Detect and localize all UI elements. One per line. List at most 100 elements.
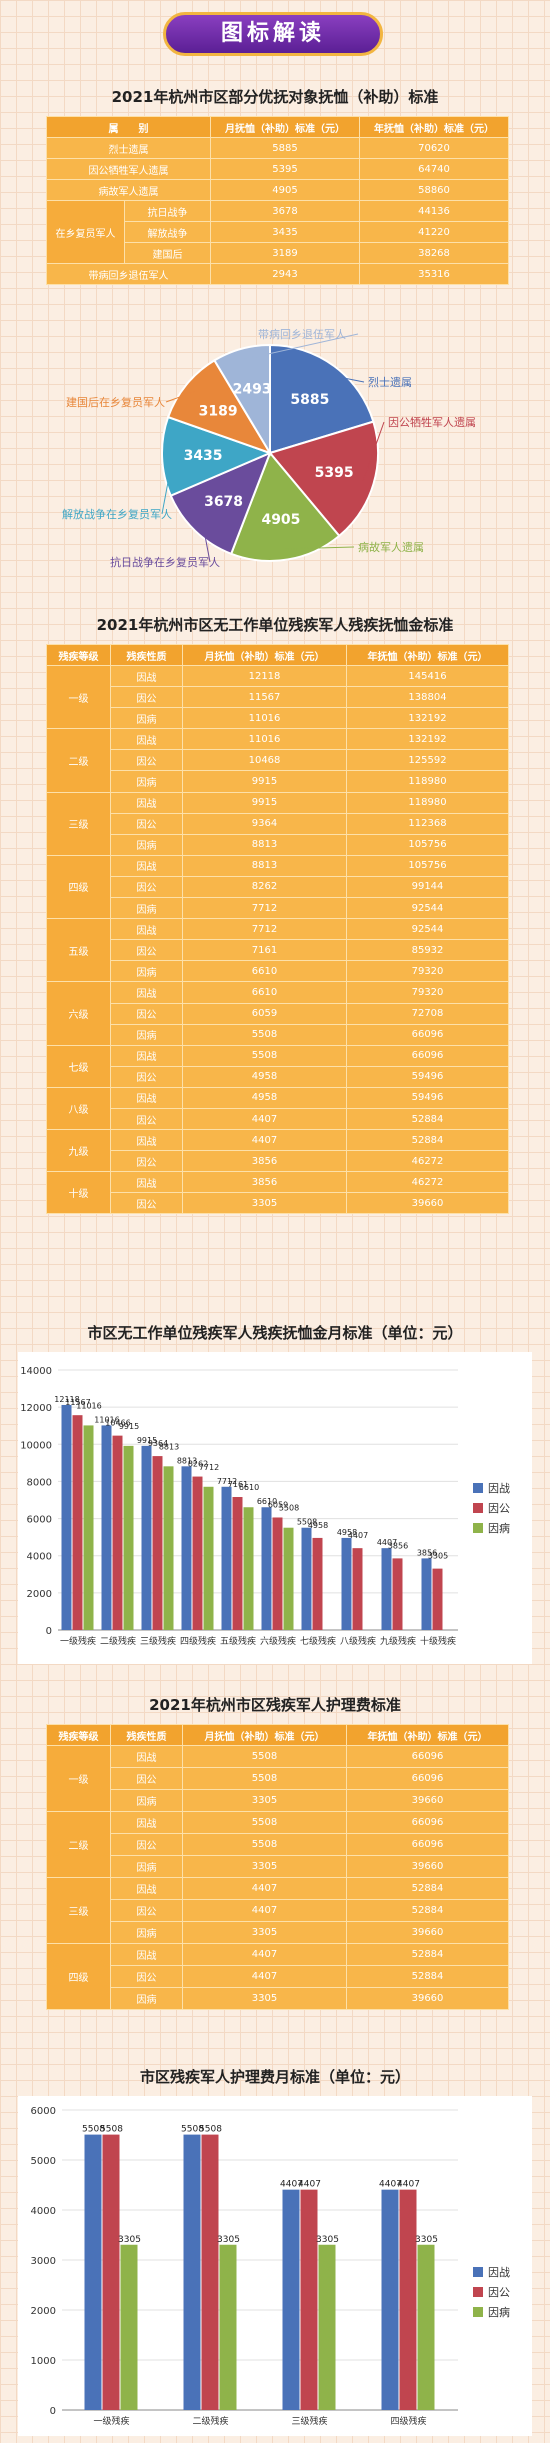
- col-header-nature: 残疾性质: [110, 644, 183, 666]
- table-row: 三级 因战 9915 118980: [46, 791, 509, 856]
- yearly-cell: 118980: [346, 770, 509, 793]
- category-cell: 在乡复员军人: [46, 200, 125, 264]
- bar: [300, 2189, 318, 2410]
- pension-bar-chart: 0 2000 4000 6000 8000 10000 12000 14000 12118 115…: [18, 1352, 532, 1664]
- legend-label: 因公: [488, 2286, 510, 2299]
- monthly-cell: 7712: [182, 918, 347, 941]
- table-row: 八级 因战 4958 59496: [46, 1086, 509, 1131]
- bar: [283, 1527, 294, 1630]
- pie-leader-line: [202, 522, 211, 563]
- pie-slice: [268, 420, 379, 538]
- yearly-cell: 66096: [346, 1745, 509, 1768]
- yearly-cell: 99144: [346, 875, 509, 899]
- yearly-cell: 52884: [346, 1899, 509, 1922]
- yearly-cell: 52884: [346, 1877, 509, 1900]
- table-row: 因公 3305 39660: [47, 1192, 509, 1215]
- bar: [417, 2244, 435, 2410]
- table-row: 带病回乡退伍军人 2943 35316: [46, 263, 509, 285]
- grade-cell: 三级: [46, 1877, 111, 1944]
- chart1-title: 市区无工作单位残疾军人残疾抚恤金月标准（单位：元）: [87, 1324, 463, 1342]
- yearly-cell: 64740: [359, 158, 509, 180]
- x-tick-label: 三级残疾: [140, 1635, 176, 1647]
- col-header-yearly: 年抚恤（补助）标准（元）: [346, 644, 509, 666]
- monthly-cell: 6610: [182, 981, 347, 1004]
- yearly-cell: 105756: [346, 854, 509, 877]
- y-tick-label: 14000: [20, 1366, 52, 1377]
- grade-cell: 五级: [46, 918, 111, 983]
- bar-value-label: 12118: [54, 1395, 79, 1404]
- monthly-cell: 3856: [182, 1171, 347, 1194]
- x-tick-label: 九级残疾: [380, 1635, 416, 1647]
- table-row: 因病 3305 39660: [47, 1987, 509, 2010]
- pie-value-label: 3435: [184, 448, 223, 464]
- table-row: 因公 7161 85932: [47, 939, 509, 962]
- table-row: 四级 因战 8813 105756: [46, 854, 509, 920]
- monthly-cell: 9915: [182, 770, 347, 793]
- table-row: 因公 4407 52884: [47, 1965, 509, 1988]
- bar: [83, 1425, 94, 1630]
- grade-cell: 四级: [46, 854, 111, 920]
- page-banner: 图标解读: [163, 12, 383, 56]
- grade-cell: 八级: [46, 1086, 111, 1131]
- grade-cell: 十级: [46, 1171, 111, 1215]
- bar: [301, 1527, 312, 1630]
- yearly-cell: 92544: [346, 918, 509, 941]
- y-tick-label: 3000: [31, 2256, 56, 2267]
- nature-cell: 因病: [110, 897, 183, 920]
- table-row: 因病 3305 39660: [47, 1789, 509, 1812]
- bar: [341, 1537, 352, 1630]
- table-row: 烈士遗属 5885 70620: [46, 137, 509, 159]
- table3-title: 2021年杭州市区残疾军人护理费标准: [149, 1696, 401, 1714]
- bar: [112, 1435, 123, 1630]
- yearly-cell: 92544: [346, 897, 509, 920]
- y-tick-label: 1000: [31, 2356, 56, 2367]
- grade-cell: 七级: [46, 1044, 111, 1088]
- nature-cell: 因公: [110, 686, 183, 709]
- pie-slice-label: 病故军人遗属: [358, 540, 424, 554]
- bar: [141, 1445, 152, 1630]
- bar: [421, 1558, 432, 1630]
- yearly-cell: 105756: [346, 833, 509, 856]
- nature-cell: 因战: [110, 1044, 183, 1067]
- bar-value-label: 5508: [279, 1504, 299, 1513]
- monthly-cell: 5508: [182, 1023, 347, 1046]
- monthly-cell: 11016: [182, 728, 347, 751]
- yearly-cell: 39660: [346, 1855, 509, 1878]
- table-row: 五级 因战 7712 92544: [46, 918, 509, 983]
- yearly-cell: 138804: [346, 686, 509, 709]
- bar: [243, 1507, 254, 1630]
- x-tick-label: 二级残疾: [100, 1635, 136, 1647]
- pie-slice: [161, 415, 273, 497]
- bar-value-label: 11567: [65, 1398, 90, 1407]
- monthly-cell: 3435: [210, 221, 360, 243]
- pie-value-label: 3678: [204, 494, 243, 510]
- bar-value-label: 4407: [348, 1531, 368, 1540]
- table-row: 因病 3305 39660: [47, 1921, 509, 1944]
- nature-cell: 因战: [110, 1129, 183, 1152]
- table-row: 因公 11567 138804: [47, 686, 509, 709]
- yearly-cell: 39660: [346, 1921, 509, 1944]
- pie-leader-line: [165, 391, 195, 403]
- table-row: 因病 11016 132192: [47, 707, 509, 730]
- nature-cell: 因公: [110, 749, 183, 772]
- legend-swatch: [473, 2267, 483, 2277]
- pie-slice: [213, 343, 271, 457]
- pie-leader-line: [327, 374, 365, 383]
- nature-cell: 因公: [110, 875, 183, 899]
- pie-value-label: 5395: [315, 465, 354, 481]
- bar: [163, 1466, 174, 1630]
- table-row: 十级 因战 3856 46272: [46, 1171, 509, 1215]
- yearly-cell: 38268: [359, 242, 509, 264]
- col-header-monthly: 月抚恤（补助）标准（元）: [182, 1724, 347, 1746]
- bar: [181, 1466, 192, 1630]
- monthly-cell: 5508: [182, 1833, 347, 1856]
- pie-slice: [166, 359, 273, 455]
- y-tick-label: 5000: [31, 2156, 56, 2167]
- table-row: 四级 因战 4407 52884: [46, 1943, 509, 2010]
- table-row: 三级 因战 4407 52884: [46, 1877, 509, 1944]
- nature-cell: 因战: [110, 1171, 183, 1194]
- bar: [381, 2189, 399, 2410]
- nature-cell: 因战: [110, 1086, 183, 1109]
- bar-value-label: 6059: [268, 1500, 288, 1509]
- nature-cell: 因战: [110, 1811, 183, 1834]
